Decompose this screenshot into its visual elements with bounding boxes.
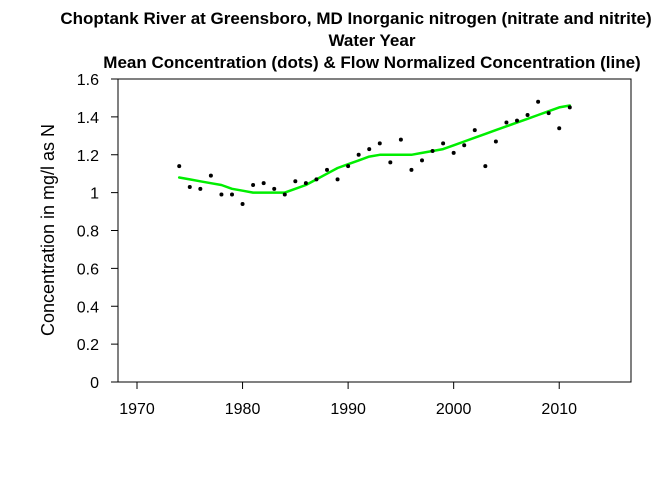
mean-concentration-point	[557, 126, 562, 131]
mean-concentration-point	[187, 184, 192, 189]
mean-concentration-point	[335, 177, 340, 182]
mean-concentration-point	[367, 147, 372, 152]
mean-concentration-point	[493, 139, 498, 144]
mean-concentration-point	[282, 192, 287, 197]
mean-concentration-point	[515, 118, 519, 123]
mean-concentration-point	[293, 179, 298, 184]
y-tick-label: 0.8	[77, 224, 99, 241]
mean-concentration-point	[441, 141, 446, 146]
mean-concentration-point	[388, 160, 393, 165]
mean-concentration-point	[472, 128, 477, 133]
mean-concentration-point	[430, 148, 435, 153]
flow-normalized-line-layer	[177, 104, 572, 194]
mean-concentration-point	[261, 181, 266, 186]
mean-concentration-point	[219, 192, 224, 197]
mean-concentration-point	[546, 111, 551, 116]
mean-concentration-point	[198, 186, 203, 191]
y-tick-label: 1.2	[77, 148, 99, 165]
mean-concentration-point	[208, 173, 213, 178]
y-tick-label: 0.4	[77, 299, 99, 316]
chart-title: Choptank River at Greensboro, MD Inorgan…	[60, 9, 651, 28]
x-tick-label: 1970	[119, 401, 155, 418]
mean-concentration-point	[536, 99, 541, 104]
mean-concentration-point	[420, 158, 424, 163]
chart-subtitle-2: Mean Concentration (dots) & Flow Normali…	[103, 53, 640, 72]
flow-normalized-concentration-line	[177, 104, 572, 194]
mean-concentration-point	[314, 177, 319, 182]
axes: 1970 1980 1990 2000 2010 0 0.2 0.4 0.6 0.8 1 1.2 1.4…	[77, 72, 577, 418]
y-tick-label: 1.6	[77, 72, 99, 89]
x-tick-label: 1980	[225, 401, 261, 418]
mean-concentration-point	[272, 186, 277, 191]
mean-concentration-point	[177, 164, 182, 169]
mean-concentration-point	[303, 181, 308, 186]
y-tick-label: 0	[90, 375, 99, 392]
mean-concentration-point	[230, 192, 234, 197]
y-tick-label: 1	[90, 186, 99, 203]
mean-concentration-point	[251, 183, 256, 188]
y-tick-label: 1.4	[77, 110, 99, 127]
mean-concentration-point	[483, 164, 488, 169]
mean-concentration-point	[525, 112, 530, 117]
mean-concentration-point	[567, 105, 572, 110]
mean-concentration-point	[409, 167, 414, 172]
mean-concentration-points-layer	[177, 99, 572, 206]
mean-concentration-point	[451, 150, 456, 155]
mean-concentration-point	[377, 141, 382, 146]
y-axis-label: Concentration in mg/l as N	[38, 124, 58, 336]
plot-frame	[117, 78, 632, 383]
y-tick-label: 0.6	[77, 261, 99, 278]
mean-concentration-point	[398, 137, 403, 142]
mean-concentration-point	[504, 120, 509, 125]
x-tick-label: 2010	[541, 401, 577, 418]
x-tick-label: 2000	[436, 401, 472, 418]
chart-subtitle: Water Year	[329, 31, 416, 50]
mean-concentration-point	[346, 164, 351, 169]
mean-concentration-point	[462, 143, 467, 148]
y-tick-label: 0.2	[77, 337, 99, 354]
mean-concentration-point	[356, 152, 361, 157]
mean-concentration-point	[325, 167, 329, 172]
mean-concentration-point	[240, 201, 245, 206]
x-tick-label: 1990	[330, 401, 366, 418]
